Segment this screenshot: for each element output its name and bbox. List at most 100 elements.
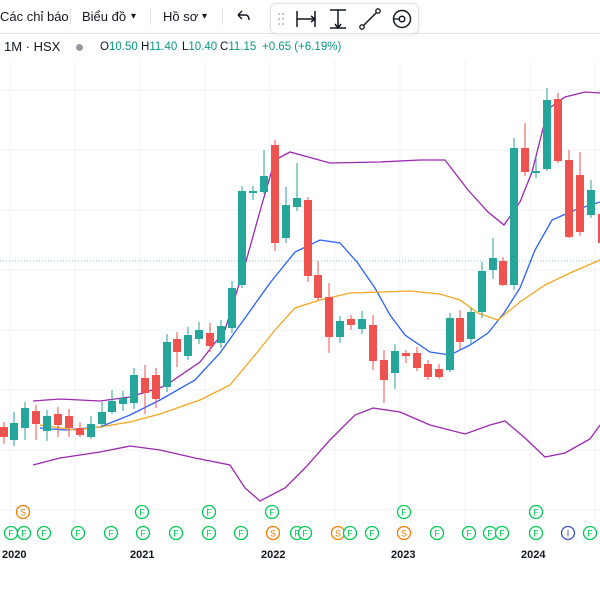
event-marker-F: F [342, 525, 358, 541]
candle-down [598, 214, 600, 243]
event-marker-letter: S [20, 508, 26, 518]
event-marker-letter: F [139, 508, 145, 518]
event-marker-letter: F [269, 508, 275, 518]
candle-up [249, 186, 257, 200]
candle-body [402, 353, 410, 356]
x-axis-year-label: 2022 [261, 549, 286, 561]
candle-body [304, 200, 312, 276]
candle-up [282, 187, 290, 243]
candle-body [446, 318, 454, 370]
candle-up [293, 163, 301, 211]
candle-body [108, 401, 116, 412]
event-marker-F: F [233, 525, 249, 541]
event-marker-letter: F [173, 529, 179, 539]
candle-body [271, 145, 279, 243]
indicators-button[interactable]: Các chỉ báo [0, 9, 69, 24]
moving-averages [39, 201, 600, 431]
candle-body [391, 351, 399, 373]
event-marker-letter: F [466, 529, 472, 539]
candle-body [598, 214, 600, 243]
event-marker-circle [342, 525, 358, 541]
candle-body [314, 275, 322, 298]
price-range-icon[interactable] [325, 6, 351, 32]
event-marker-letter: F [401, 508, 407, 518]
toolbar-divider [150, 8, 151, 25]
candle-body [217, 326, 225, 343]
event-marker-letter: I [567, 529, 570, 539]
event-marker-circle [265, 525, 281, 541]
candle-body [543, 100, 551, 169]
candle-body [467, 312, 475, 339]
event-marker-letter: F [302, 529, 308, 539]
symbol-label[interactable]: 1M · HSX [4, 39, 61, 54]
price-chart[interactable]: S F F F F FF F F F F F F F F S F F S F F S F F F F F I F [0, 60, 600, 600]
event-marker-letter: F [41, 529, 47, 539]
candle-down [369, 315, 377, 370]
event-marker-circle [297, 525, 313, 541]
long-moving-average-line [39, 259, 600, 431]
event-marker-circle [396, 504, 412, 520]
drag-handle-icon[interactable] [274, 6, 288, 32]
x-axis-year-label: 2021 [130, 549, 155, 561]
status-dot-icon [76, 44, 83, 51]
candle-down [325, 283, 333, 353]
date-range-icon[interactable] [293, 6, 319, 32]
bollinger-lower-line [32, 407, 600, 502]
x-axis-year-label: 2024 [521, 549, 546, 561]
candle-body [228, 288, 236, 328]
candle-body [565, 160, 573, 237]
event-marker-circle [16, 525, 32, 541]
event-marker-circle [461, 525, 477, 541]
event-marker-circle [168, 525, 184, 541]
candle-body [489, 258, 497, 270]
candle-down [499, 257, 507, 286]
candle-body [413, 353, 421, 368]
candle-body [554, 99, 562, 161]
candle-body [10, 423, 18, 440]
change-value: +0.65 (+6.19%) [262, 41, 342, 53]
event-marker-circle [429, 525, 445, 541]
candle-up [391, 344, 399, 389]
candle-body [456, 318, 464, 342]
event-marker-F: F [297, 525, 313, 541]
chevron-down-icon[interactable]: ▾ [202, 11, 208, 22]
event-marker-letter: S [335, 529, 341, 539]
candle-body [119, 398, 127, 404]
event-marker-letter: F [369, 529, 375, 539]
open-label: O [100, 41, 109, 53]
event-marker-letter: F [487, 529, 493, 539]
candle-body [195, 330, 203, 339]
open-value: O10.50 [100, 36, 138, 58]
event-marker-circle [201, 525, 217, 541]
candle-body [54, 414, 62, 425]
candle-down [32, 405, 40, 440]
event-marker-circle [364, 525, 380, 541]
candle-body [369, 325, 377, 361]
candle-up [446, 313, 454, 372]
candle-body [43, 416, 51, 431]
trend-line-icon[interactable] [357, 6, 383, 32]
candle-down [152, 368, 160, 408]
x-axis-year-label: 2023 [391, 549, 416, 561]
profile-menu-button[interactable]: Hồ sơ [163, 9, 199, 24]
candle-up [184, 327, 192, 360]
event-marker-F: F [3, 525, 19, 541]
candle-up [130, 368, 138, 409]
candle-down [456, 310, 464, 349]
chevron-down-icon[interactable]: ▾ [131, 11, 137, 22]
candle-down [435, 364, 443, 379]
event-marker-circle [134, 504, 150, 520]
eye-icon[interactable] [389, 6, 415, 32]
x-axis-year-label: 2020 [2, 549, 27, 561]
event-marker-circle [103, 525, 119, 541]
undo-icon[interactable] [234, 0, 252, 32]
candle-body [478, 271, 486, 312]
candle-up [587, 180, 595, 218]
event-marker-F: F [103, 525, 119, 541]
event-marker-letter: F [587, 529, 593, 539]
charts-menu-button[interactable]: Biểu đồ [82, 9, 127, 24]
event-marker-F: F [70, 525, 86, 541]
candle-up [467, 308, 475, 345]
event-marker-circle [528, 525, 544, 541]
event-marker-circle [15, 504, 31, 520]
